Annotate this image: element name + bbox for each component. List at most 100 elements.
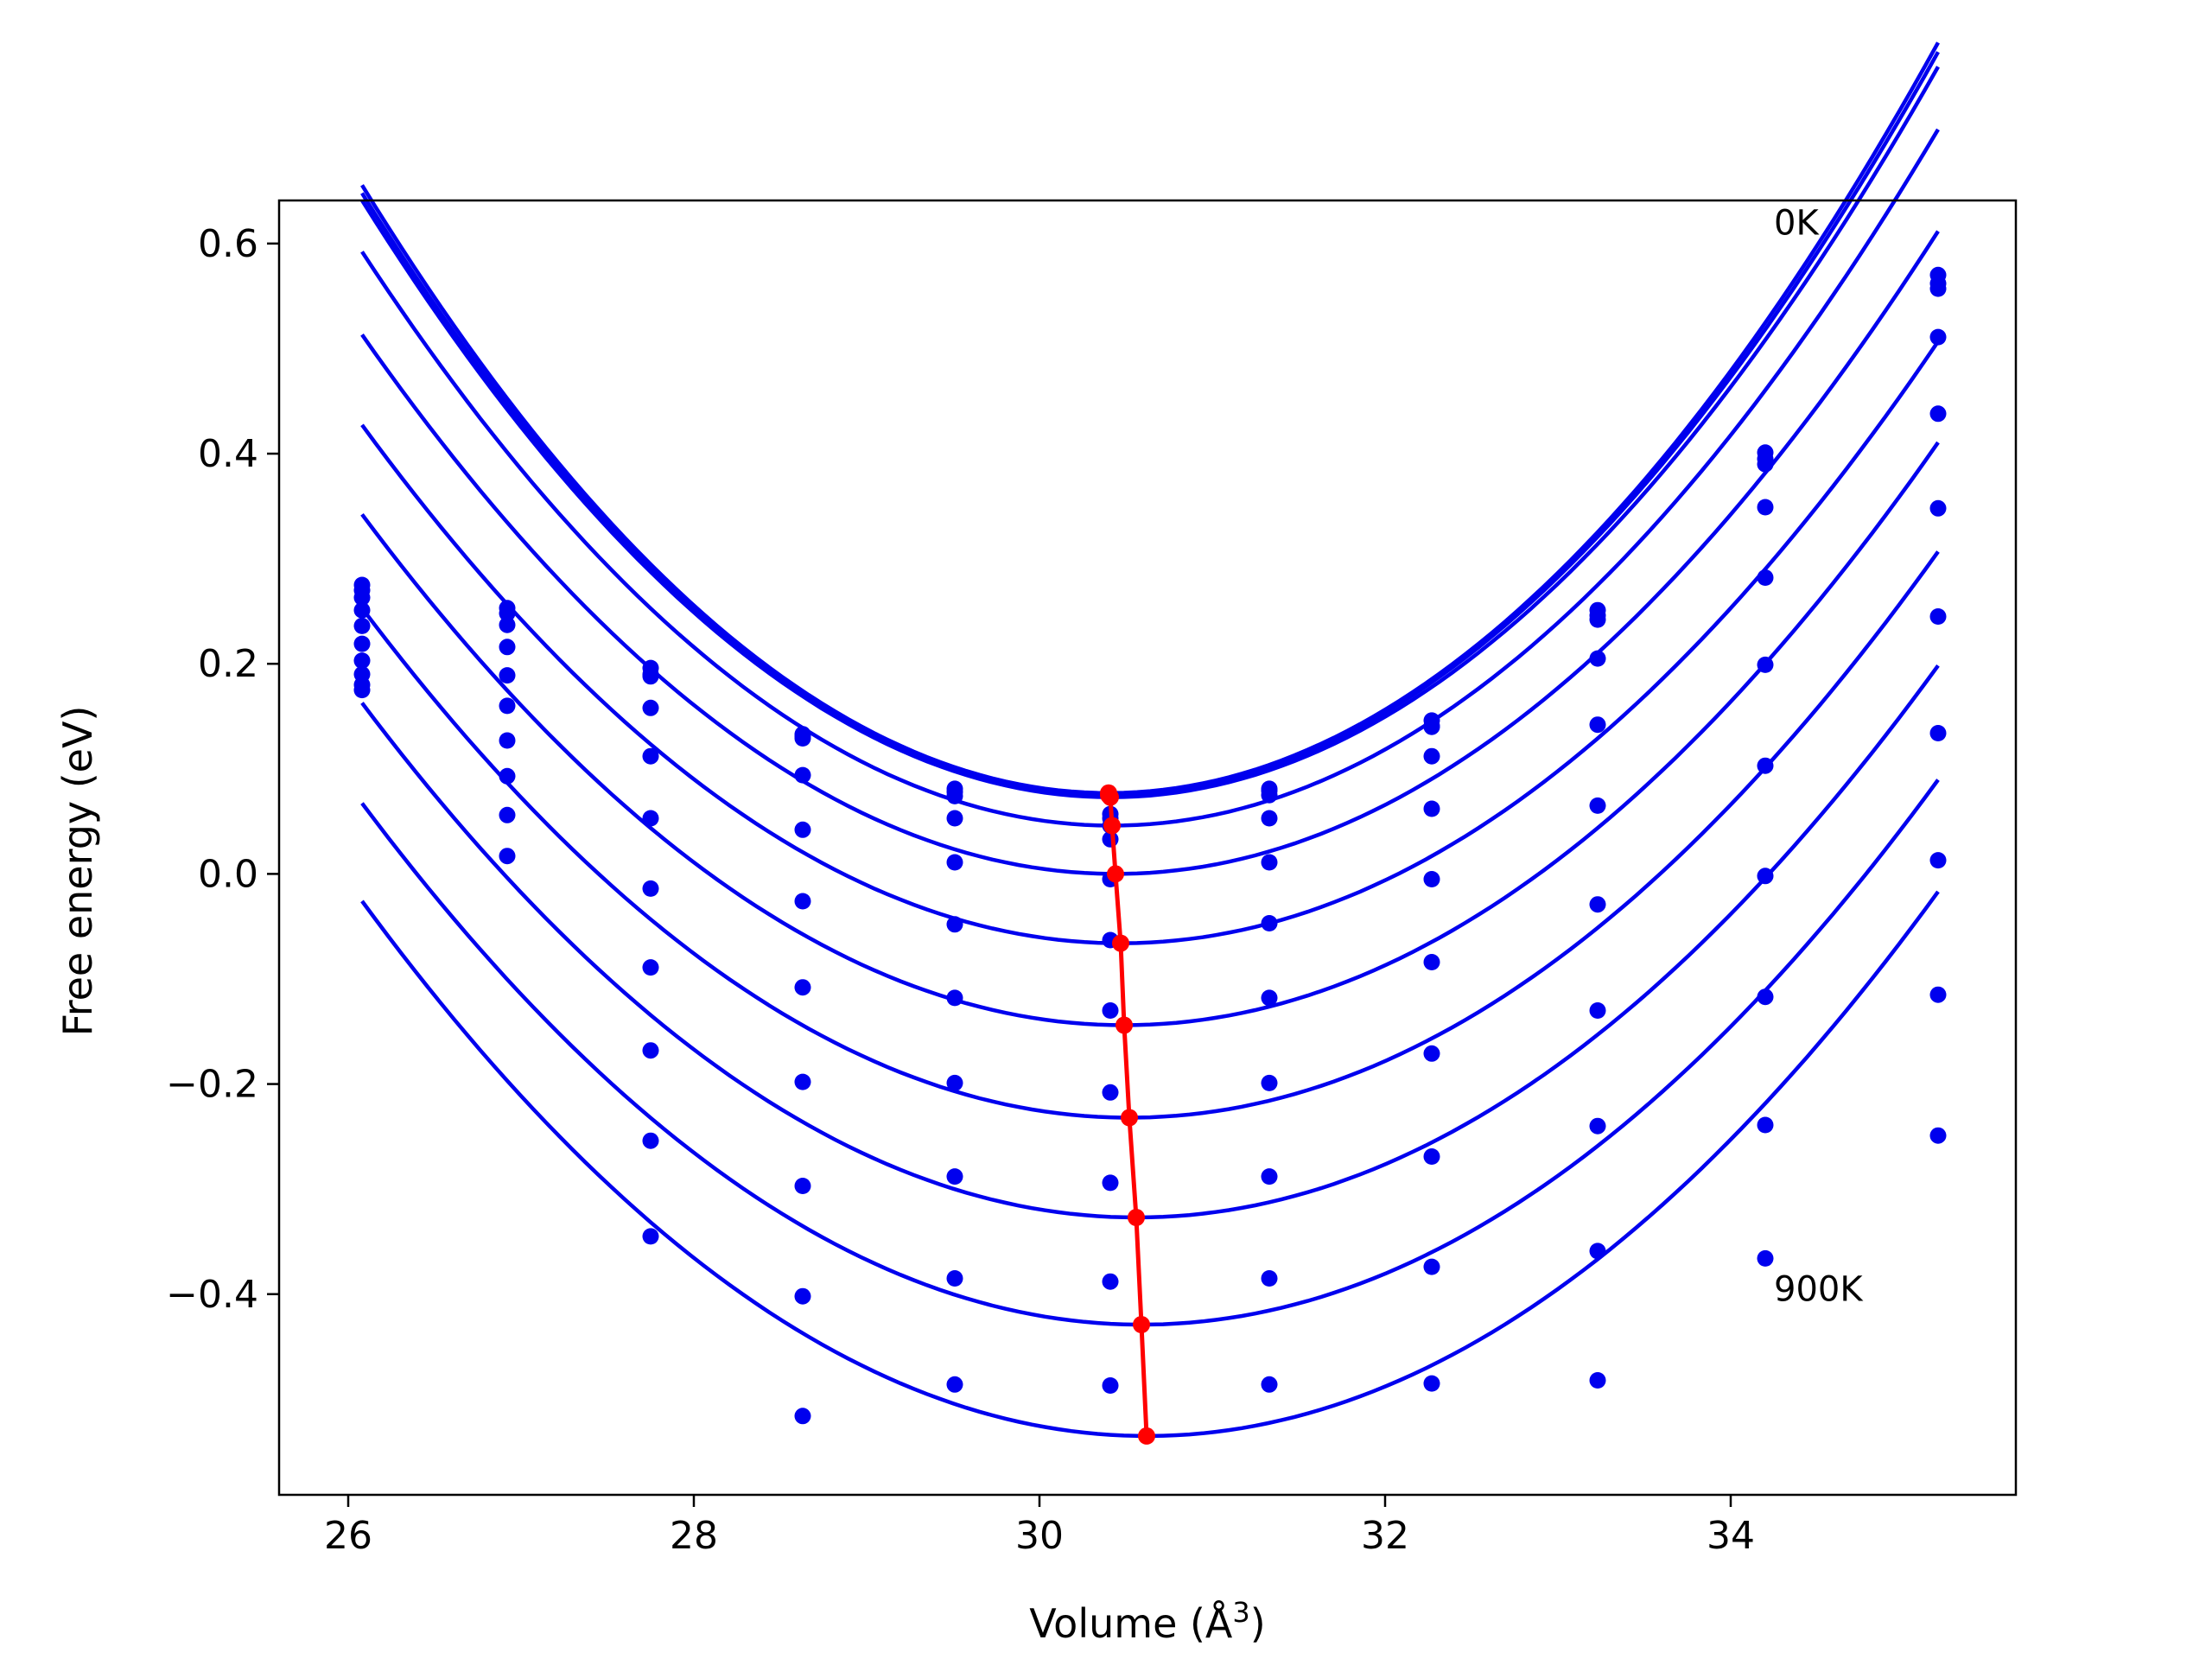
data-point-9-0 [353,682,371,699]
data-point-6-3 [794,979,811,996]
data-point-4-9 [1757,569,1774,586]
fit-curve-8 [360,664,1940,1220]
data-point-3-0 [353,601,371,619]
minimum-point-10 [1138,1427,1155,1445]
data-point-4-1 [499,667,516,684]
minimum-point-6 [1116,1016,1133,1034]
fit-curve-3 [360,128,1940,828]
data-point-7-2 [642,959,659,976]
data-point-8-1 [499,806,516,823]
data-point-10-9 [1757,1249,1774,1267]
data-point-8-4 [946,1168,963,1185]
data-point-2-0 [353,589,371,607]
data-point-3-10 [1929,328,1947,346]
data-point-2-6 [1261,780,1278,798]
x-axis-label: Volume (Å3) [1029,1596,1265,1647]
y-tick-label-2: 0.0 [198,852,258,896]
x-axis-label-close: ) [1250,1600,1266,1647]
data-point-3-4 [946,810,963,827]
data-point-2-8 [1589,611,1606,628]
minimum-point-8 [1128,1209,1145,1226]
data-point-2-3 [794,728,811,745]
data-point-10-6 [1261,1376,1278,1393]
plot-frame [277,199,2018,1497]
data-point-6-10 [1929,608,1947,625]
x-tick-label-0: 26 [324,1514,372,1558]
data-point-10-7 [1423,1375,1440,1392]
data-point-10-5 [1102,1377,1119,1394]
data-point-7-5 [1102,1084,1119,1101]
minimum-point-5 [1112,934,1129,952]
data-point-5-0 [353,635,371,652]
data-point-6-5 [1102,1002,1119,1019]
data-point-6-1 [499,732,516,749]
data-point-2-4 [946,780,963,798]
data-point-9-1 [499,848,516,865]
data-point-7-10 [1929,725,1947,741]
data-point-2-1 [499,616,516,633]
data-point-3-3 [794,766,811,784]
data-point-5-2 [642,810,659,827]
data-point-4-8 [1589,716,1606,734]
data-point-7-1 [499,767,516,785]
data-point-3-8 [1589,650,1606,667]
data-point-7-9 [1757,868,1774,885]
data-point-7-8 [1589,1002,1606,1019]
data-point-6-0 [353,652,371,670]
data-point-4-4 [946,854,963,871]
data-point-8-3 [794,1178,811,1194]
data-point-8-8 [1589,1117,1606,1135]
data-point-7-3 [794,1073,811,1090]
data-point-5-10 [1929,499,1947,517]
data-point-4-0 [353,617,371,634]
data-point-8-5 [1102,1174,1119,1192]
minimum-point-4 [1107,865,1124,883]
y-axis-label: Free energy (eV) [54,706,101,1037]
data-point-5-6 [1261,915,1278,931]
data-point-9-5 [1102,1273,1119,1290]
annotation-0k: 0K [1774,204,1820,244]
x-tick-label-3: 32 [1361,1514,1409,1558]
fit-curve-2 [360,66,1940,799]
data-point-10-8 [1589,1372,1606,1389]
data-point-2-9 [1757,455,1774,473]
data-point-7-7 [1423,1045,1440,1062]
data-point-5-1 [499,697,516,715]
fit-curve-1 [360,51,1940,798]
minimum-point-7 [1121,1109,1138,1127]
data-point-6-6 [1261,989,1278,1007]
data-point-3-1 [499,639,516,656]
x-axis-label-superscript: 3 [1232,1596,1249,1629]
data-point-5-4 [946,916,963,933]
data-point-6-9 [1757,757,1774,774]
fit-curve-0 [360,41,1940,796]
data-point-5-9 [1757,656,1774,673]
x-tick-label-2: 30 [1015,1514,1064,1558]
data-point-4-10 [1929,405,1947,423]
data-point-9-4 [946,1270,963,1287]
fit-curve-4 [360,230,1940,876]
data-point-3-7 [1423,747,1440,765]
minimum-point-9 [1133,1316,1150,1333]
data-point-2-10 [1929,280,1947,297]
data-point-5-7 [1423,871,1440,887]
data-point-6-4 [946,989,963,1007]
data-point-9-9 [1757,1116,1774,1134]
data-point-9-6 [1261,1270,1278,1287]
data-point-9-3 [794,1287,811,1305]
data-point-6-7 [1423,954,1440,970]
y-tick-label-1: −0.2 [166,1063,258,1107]
data-point-8-10 [1929,852,1947,869]
annotation-900k: 900K [1774,1270,1864,1310]
axis-ticks: 26 28 30 32 34 −0.4 −0.2 0.0 0.2 0.4 0.6 [166,222,1755,1558]
minimum-point-3 [1103,817,1121,835]
y-tick-label-0: −0.4 [166,1273,258,1317]
data-point-7-6 [1261,1074,1278,1091]
minimum-point-2 [1102,788,1119,806]
y-tick-label-5: 0.6 [198,222,258,266]
data-point-9-7 [1423,1258,1440,1275]
data-point-9-2 [642,1132,659,1149]
data-point-1-1 [499,605,516,622]
fit-curve-9 [360,779,1940,1327]
